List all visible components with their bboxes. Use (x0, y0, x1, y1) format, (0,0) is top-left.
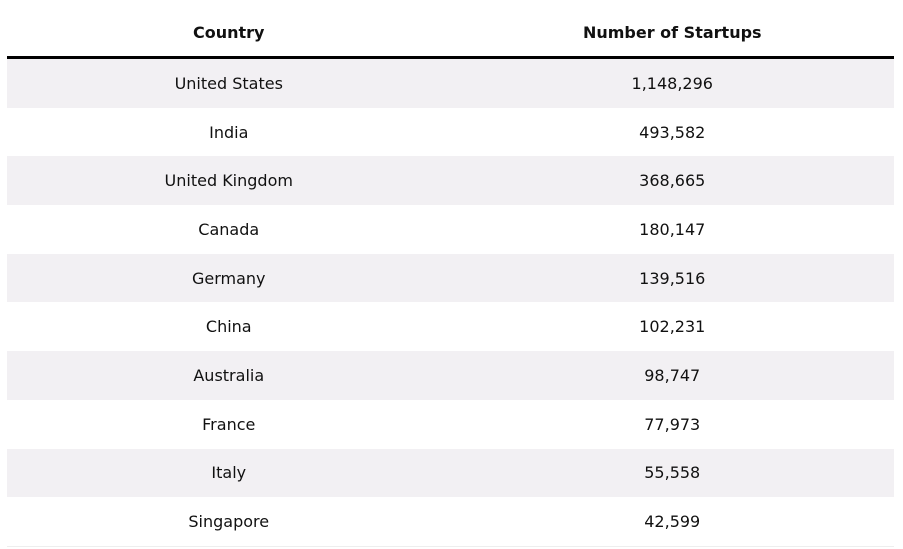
table-cell: 180,147 (639, 219, 706, 239)
header-row: Country Number of Startups (7, 8, 894, 59)
table-cell: 98,747 (450, 351, 894, 400)
table-cell: Canada (198, 219, 260, 239)
table-cell: Germany (7, 253, 451, 303)
table-body: United States 1,148,296 India 493,582 United… (7, 57, 894, 547)
table-cell: United Kingdom (7, 156, 451, 206)
table-cell: 55,558 (450, 448, 894, 498)
table-row: Australia 98,747 (7, 351, 894, 400)
table-cell: China (205, 317, 252, 337)
table-cell: India (209, 122, 249, 142)
table-cell: Singapore (7, 497, 451, 547)
table-cell: 1,148,296 (450, 57, 894, 108)
table-cell: United States (7, 57, 451, 108)
header-cell: Country (7, 8, 451, 59)
table-row: India 493,582 (7, 108, 894, 157)
table-cell: 42,599 (450, 497, 894, 547)
table-row: Singapore 42,599 (7, 497, 894, 547)
table-cell: 102,231 (639, 317, 706, 337)
table-cell: Italy (7, 448, 451, 498)
table-row: China 102,231 (7, 302, 894, 351)
table-row: France 77,973 (7, 400, 894, 449)
table-cell: 77,973 (644, 414, 701, 434)
table-cell: 493,582 (639, 122, 706, 142)
header-cell: Number of Startups (450, 8, 894, 59)
table-row: Germany 139,516 (7, 253, 894, 303)
table-row: Italy 55,558 (7, 448, 894, 498)
table-row: Canada 180,147 (7, 205, 894, 254)
table-cell: 368,665 (450, 156, 894, 206)
table-row: United States 1,148,296 (7, 57, 894, 108)
table-cell: 139,516 (450, 253, 894, 303)
data-table: Country Number of Startups United States… (7, 8, 894, 547)
table-cell: Australia (7, 351, 451, 400)
table-cell: France (202, 414, 256, 434)
table-row: United Kingdom 368,665 (7, 156, 894, 206)
